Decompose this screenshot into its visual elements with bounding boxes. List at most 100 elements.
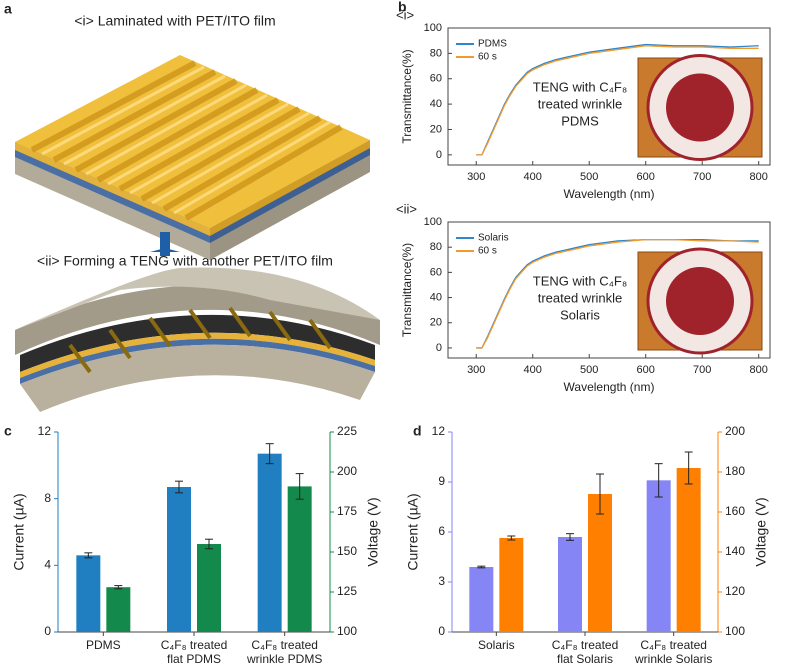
bar: [167, 487, 191, 632]
x-tick-label: Solaris: [478, 638, 515, 652]
x-tick-label: 300: [467, 364, 485, 376]
bar: [558, 537, 582, 632]
bar: [197, 544, 221, 632]
x-tick-label: flat Solaris: [557, 652, 613, 666]
y2-tick-label: 140: [725, 544, 745, 558]
y2-axis-label: Voltage (V): [753, 497, 769, 566]
y-tick-label: 12: [432, 424, 446, 438]
x-tick-label: 500: [580, 364, 598, 376]
y-axis-label: Transmittance(%): [400, 243, 414, 337]
y-tick-label: 40: [430, 291, 442, 303]
y-tick-label: 12: [38, 424, 52, 438]
annotation: Solaris: [560, 307, 600, 322]
photo-seal-inner: [666, 73, 734, 142]
x-tick-label: 400: [524, 364, 542, 376]
series-line: [476, 45, 759, 156]
y-tick-label: 100: [424, 22, 442, 34]
y2-tick-label: 100: [725, 624, 745, 638]
y2-tick-label: 200: [725, 424, 745, 438]
bar: [106, 587, 131, 632]
x-tick-label: 600: [637, 364, 655, 376]
bar: [499, 538, 524, 632]
x-tick-label: wrinkle PDMS: [246, 652, 322, 666]
x-tick-label: PDMS: [86, 638, 121, 652]
annotation: TENG with C₄F₈: [533, 273, 627, 288]
bar: [646, 480, 671, 632]
bar: [76, 555, 101, 632]
x-tick-label: C₄F₈ treated: [161, 638, 228, 652]
y2-tick-label: 150: [337, 544, 357, 558]
x-tick-label: 400: [524, 171, 542, 183]
y-tick-label: 3: [438, 574, 445, 588]
y2-tick-label: 125: [337, 584, 357, 598]
bar: [469, 567, 494, 632]
annotation: PDMS: [561, 113, 599, 128]
x-tick-label: 500: [580, 171, 598, 183]
y2-tick-label: 100: [337, 624, 357, 638]
x-tick-label: 800: [750, 364, 768, 376]
x-tick-label: flat PDMS: [167, 652, 221, 666]
photo-seal-inner: [666, 267, 734, 335]
y-tick-label: 0: [44, 624, 51, 638]
x-tick-label: 700: [693, 364, 711, 376]
y2-tick-label: 200: [337, 464, 357, 478]
plot-frame: [447, 27, 771, 166]
x-tick-label: 600: [637, 171, 655, 183]
x-axis-label: Wavelength (nm): [564, 380, 655, 394]
illustration-teng: [15, 267, 380, 412]
y-tick-label: 60: [430, 266, 442, 278]
legend-label: Solaris: [478, 233, 509, 244]
y2-axis-label: Voltage (V): [365, 497, 381, 566]
arrow: [150, 232, 180, 256]
y2-tick-label: 180: [725, 464, 745, 478]
y-tick-label: 6: [438, 524, 445, 538]
legend-label: 60 s: [478, 246, 497, 257]
legend-label: 60 s: [478, 52, 497, 63]
illustration-laminated: [15, 55, 370, 260]
panel-label: d: [413, 423, 422, 439]
caption: <i> Laminated with PET/ITO film: [74, 13, 275, 29]
caption: <ii> Forming a TENG with another PET/ITO…: [37, 253, 333, 269]
y-tick-label: 100: [424, 216, 442, 228]
y-tick-label: 0: [436, 149, 442, 161]
bar: [676, 468, 701, 632]
x-tick-label: C₄F₈ treated: [552, 638, 619, 652]
annotation: treated wrinkle: [538, 290, 623, 305]
y-axis-label: Current (µA): [405, 493, 421, 570]
panel-label: b: [398, 0, 407, 15]
panel-title: <i>: [396, 7, 414, 22]
bar: [287, 486, 312, 632]
y2-tick-label: 175: [337, 504, 357, 518]
x-tick-label: C₄F₈ treated: [251, 638, 318, 652]
y-tick-label: 8: [44, 491, 51, 505]
y-tick-label: 4: [44, 558, 51, 572]
legend-label: PDMS: [478, 39, 507, 50]
y-tick-label: 60: [430, 73, 442, 85]
y-tick-label: 80: [430, 241, 442, 253]
plot-frame: [447, 221, 771, 359]
y2-tick-label: 160: [725, 504, 745, 518]
annotation: treated wrinkle: [538, 96, 623, 111]
y-tick-label: 0: [438, 624, 445, 638]
x-tick-label: 800: [750, 171, 768, 183]
y-tick-label: 20: [430, 317, 442, 329]
y-tick-label: 80: [430, 47, 442, 59]
annotation: TENG with C₄F₈: [533, 79, 627, 94]
bar: [588, 494, 612, 632]
y-tick-label: 20: [430, 123, 442, 135]
panel-label: c: [4, 423, 12, 439]
y-axis-label: Transmittance(%): [400, 49, 414, 143]
bar: [257, 453, 282, 632]
y2-tick-label: 120: [725, 584, 745, 598]
y-tick-label: 0: [436, 342, 442, 354]
series-line: [476, 238, 759, 349]
y-axis-label: Current (µA): [11, 493, 27, 570]
x-tick-label: 700: [693, 171, 711, 183]
panel-title: <ii>: [396, 201, 417, 216]
x-tick-label: C₄F₈ treated: [640, 638, 707, 652]
y-tick-label: 40: [430, 98, 442, 110]
x-tick-label: wrinkle Solaris: [634, 652, 712, 666]
x-tick-label: 300: [467, 171, 485, 183]
y2-tick-label: 225: [337, 424, 357, 438]
